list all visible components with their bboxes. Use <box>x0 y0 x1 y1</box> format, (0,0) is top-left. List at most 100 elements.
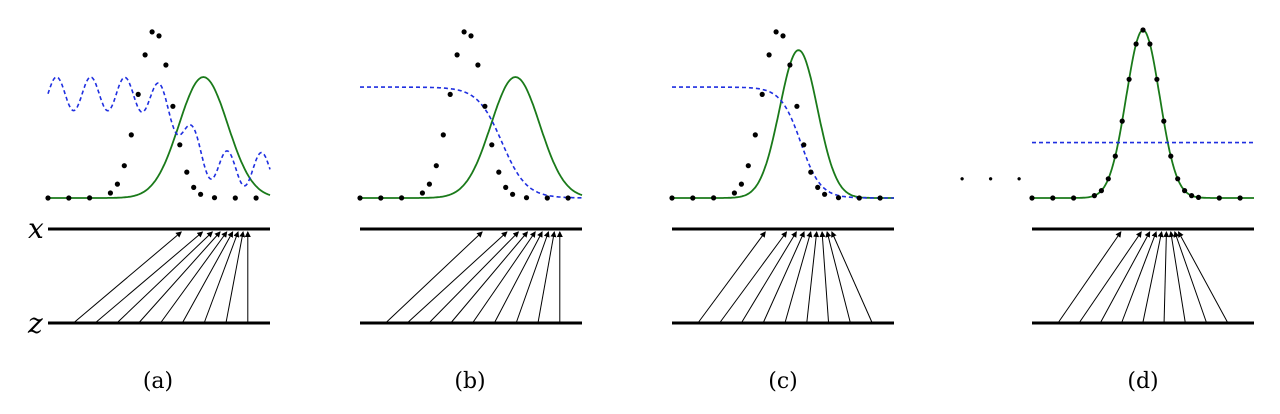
data-point <box>1029 195 1035 201</box>
data-point <box>731 190 738 196</box>
data-point <box>815 184 821 190</box>
data-point <box>66 195 72 201</box>
data-point <box>149 29 155 35</box>
mapping-arrow <box>407 231 508 323</box>
generator-density-curve <box>48 76 271 199</box>
mapping-arrow <box>825 231 851 323</box>
panel-label-a: (a) <box>143 369 173 394</box>
data-point <box>114 181 120 187</box>
data-point <box>1126 76 1132 82</box>
data-point <box>1133 41 1139 47</box>
data-point <box>1168 153 1174 159</box>
data-point <box>1112 153 1118 159</box>
data-point <box>1154 76 1160 82</box>
data-point <box>835 195 842 201</box>
mapping-arrow <box>1079 231 1142 323</box>
mapping-arrow <box>451 231 529 323</box>
data-point <box>794 103 800 109</box>
panel-b <box>357 29 583 325</box>
data-point <box>461 29 467 35</box>
data-point <box>128 132 134 138</box>
data-point <box>1105 176 1111 182</box>
discriminator-curve <box>360 86 582 199</box>
mapping-arrow <box>806 231 820 323</box>
data-point <box>433 163 439 169</box>
data-point <box>170 103 176 109</box>
mapping-arrow <box>160 231 228 323</box>
data-point <box>107 190 113 196</box>
data-point <box>156 33 162 39</box>
panel-label-d: (d) <box>1127 369 1158 394</box>
data-point <box>1140 27 1146 33</box>
data-point <box>1147 41 1153 47</box>
data-point <box>773 29 779 35</box>
mapping-arrow <box>1178 231 1228 323</box>
data-point <box>752 132 758 138</box>
mapping-arrow <box>1142 231 1164 323</box>
data-point <box>808 169 814 175</box>
mapping-arrow <box>763 231 805 323</box>
data-point <box>822 191 828 197</box>
discriminator-curve <box>47 76 271 187</box>
data-point <box>142 52 148 58</box>
data-point <box>1175 176 1181 182</box>
data-point <box>191 184 197 190</box>
mapping-arrow <box>1173 231 1207 323</box>
mapping-arrow <box>1163 231 1170 323</box>
mapping-arrow <box>1121 231 1158 323</box>
data-point <box>45 195 51 201</box>
mapping-arrow <box>386 231 483 323</box>
data-point <box>690 195 696 201</box>
data-point <box>509 191 516 197</box>
mapping-arrow <box>537 231 557 323</box>
mapping-arrow <box>139 231 221 323</box>
data-point <box>759 91 765 97</box>
data-point <box>1071 195 1077 201</box>
data-point <box>1119 118 1125 124</box>
data-point <box>856 195 862 201</box>
discriminator-curve <box>672 86 894 199</box>
generator-density-curve <box>360 76 583 199</box>
data-point <box>253 195 259 201</box>
mapping-arrow <box>95 231 204 323</box>
data-point <box>211 195 218 201</box>
panel-a <box>45 29 271 325</box>
data-point <box>503 184 509 190</box>
panel-label-c: (c) <box>768 369 798 394</box>
data-point <box>1050 195 1056 201</box>
data-point <box>87 195 93 201</box>
data-point <box>121 163 127 169</box>
mapping-arrow <box>819 231 830 323</box>
data-point <box>184 169 190 175</box>
mapping-arrow <box>741 231 797 323</box>
data-point <box>1182 188 1188 194</box>
data-point <box>440 132 446 138</box>
data-point <box>198 191 204 197</box>
mapping-arrow <box>1168 231 1186 323</box>
data-point <box>766 52 772 58</box>
data-point <box>1216 195 1222 201</box>
data-point <box>232 195 238 201</box>
mapping-arrow <box>225 231 246 323</box>
panel-label-b: (b) <box>454 369 485 394</box>
data-point <box>544 195 550 201</box>
panels-group <box>45 27 1254 325</box>
x-axis-letter: x <box>28 212 44 245</box>
data-point <box>1098 188 1104 194</box>
mapping-arrow <box>516 231 550 323</box>
mapping-arrow <box>472 231 536 323</box>
data-point <box>419 190 425 196</box>
data-point <box>787 62 793 68</box>
data-point <box>447 91 453 97</box>
data-point <box>745 163 751 169</box>
mapping-arrow <box>429 231 520 323</box>
mapping-arrow <box>204 231 240 323</box>
data-point <box>877 195 883 201</box>
data-point <box>1161 118 1167 124</box>
data-point <box>523 195 530 201</box>
data-point <box>711 195 717 201</box>
data-point <box>489 142 495 148</box>
mapping-arrow <box>117 231 213 323</box>
generator-density-curve <box>672 49 894 199</box>
